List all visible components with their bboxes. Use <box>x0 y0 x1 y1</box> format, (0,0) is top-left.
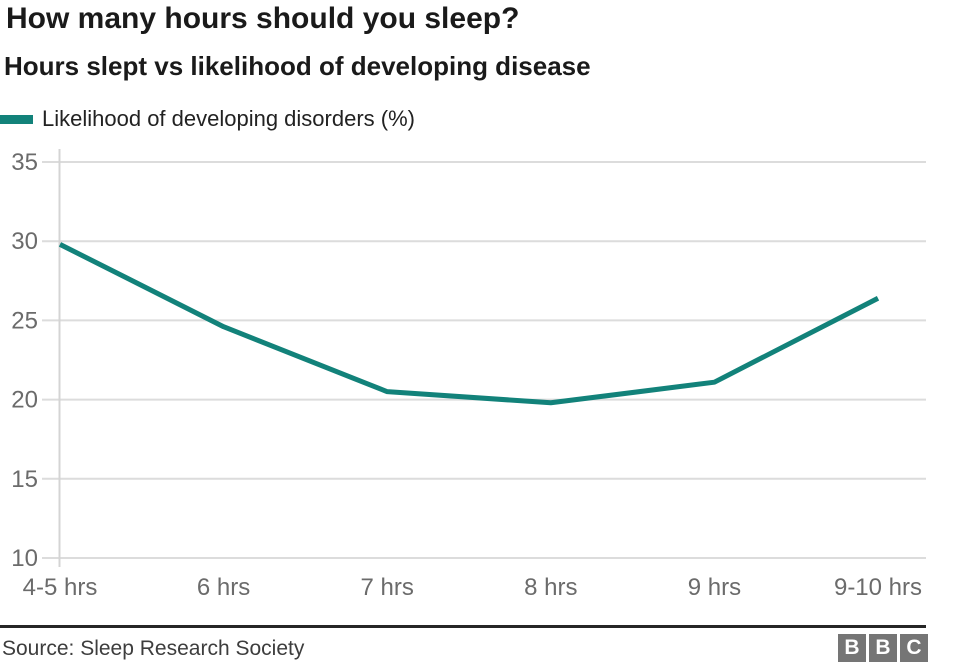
x-axis-tick-label: 8 hrs <box>524 574 577 601</box>
legend-swatch-icon <box>0 114 33 124</box>
y-axis-tick-label: 25 <box>11 307 38 334</box>
footer-divider <box>0 625 926 628</box>
bbc-logo-letter: B <box>869 634 897 662</box>
y-axis-tick-label: 10 <box>11 545 38 572</box>
page-title: How many hours should you sleep? <box>6 2 520 35</box>
y-axis-tick-label: 35 <box>11 149 38 176</box>
legend-label: Likelihood of developing disorders (%) <box>42 106 415 131</box>
source-text: Source: Sleep Research Society <box>2 637 305 660</box>
bbc-logo-letter: C <box>900 634 928 662</box>
y-axis-tick-label: 20 <box>11 387 38 414</box>
x-axis-tick-label: 6 hrs <box>197 574 250 601</box>
y-axis-tick-label: 15 <box>11 466 38 493</box>
x-axis-tick-label: 9-10 hrs <box>834 574 922 601</box>
page-subtitle: Hours slept vs likelihood of developing … <box>4 51 591 81</box>
x-axis-tick-label: 7 hrs <box>361 574 414 601</box>
x-axis-tick-label: 4-5 hrs <box>23 574 98 601</box>
y-axis-tick-label: 30 <box>11 228 38 255</box>
legend: Likelihood of developing disorders (%) <box>0 106 415 132</box>
bbc-logo: B B C <box>838 634 928 662</box>
line-chart: 10 15 20 25 30 35 4-5 hrs 6 hrs 7 hrs 8 hrs 9 hrs 9… <box>11 149 926 601</box>
bbc-logo-letter: B <box>838 634 866 662</box>
series-line <box>58 242 880 406</box>
x-axis-tick-label: 9 hrs <box>688 574 741 601</box>
